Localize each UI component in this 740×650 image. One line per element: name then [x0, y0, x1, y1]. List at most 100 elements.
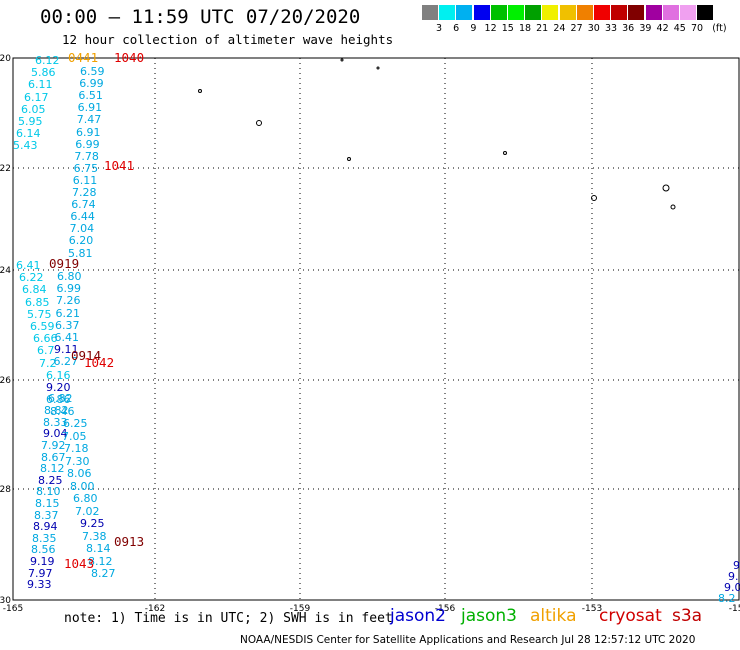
swh-value: 7.2 — [39, 356, 57, 370]
x-tick-label: -159 — [290, 604, 311, 614]
colorbar-label: 24 — [553, 23, 566, 34]
pass-time: 0913 — [114, 534, 145, 549]
swh-value: 6.80 — [57, 270, 82, 283]
swh-value: 6.99 — [75, 137, 100, 151]
island-outline — [347, 157, 351, 161]
satellite-legend-entry: jason2 — [390, 606, 446, 626]
swh-value: 7.26 — [56, 294, 81, 308]
y-tick-label: -28 — [0, 485, 11, 495]
plot-frame — [12, 57, 740, 601]
satellite-legend-entry: cryosat — [599, 606, 662, 626]
swh-value: 6.27 — [53, 355, 79, 369]
satellite-legend-entry: jason3 — [461, 606, 517, 626]
colorbar-swatch — [680, 5, 696, 20]
swh-value: 8.12 — [40, 462, 65, 476]
colorbar-label: 36 — [622, 23, 635, 34]
satellite-legend-entry: altika — [530, 606, 577, 626]
island-outline — [340, 58, 344, 62]
colorbar-swatch — [611, 5, 628, 20]
colorbar-label: 45 — [673, 23, 686, 34]
island-outline — [670, 204, 676, 210]
island-outline — [376, 66, 380, 70]
x-tick-label: -156 — [435, 604, 456, 614]
swh-value: 7.97 — [28, 566, 53, 580]
pass-time: 0441 — [68, 50, 99, 65]
pass-time: 0919 — [49, 256, 80, 271]
swh-value: 6.74 — [71, 198, 96, 212]
swh-value: 8.06 — [67, 467, 92, 480]
colorbar-label: 33 — [604, 23, 618, 34]
colorbar-swatch — [439, 5, 456, 20]
swh-value: 5.75 — [27, 307, 52, 321]
swh-value: 7.18 — [64, 442, 89, 455]
page-title: 00:00 — 11:59 UTC 07/20/2020 — [40, 6, 361, 28]
swh-value: 6.41 — [54, 331, 80, 344]
y-tick-label: -22 — [0, 164, 11, 174]
swh-value: 7.92 — [41, 439, 66, 452]
y-tick-label: -30 — [0, 596, 11, 606]
swh-value: 8.14 — [86, 542, 111, 555]
colorbar-label: 27 — [570, 23, 583, 34]
swh-value: 6.12 — [35, 54, 60, 67]
swh-value: 7.05 — [62, 429, 87, 443]
y-tick-label: -20 — [0, 54, 11, 64]
colorbar-label: 15 — [501, 23, 514, 34]
pass-time: 1043 — [64, 556, 95, 571]
swh-value: 7.30 — [65, 454, 90, 468]
swh-value: 8.27 — [91, 567, 116, 580]
swh-value: 6.16 — [46, 368, 71, 382]
swh-value: 9.25 — [80, 517, 105, 530]
swh-value: 6.84 — [22, 283, 47, 297]
colorbar-swatch — [422, 5, 438, 20]
swh-value: 6.66 — [33, 332, 58, 346]
island-outline — [662, 184, 670, 192]
colorbar-swatch — [628, 5, 645, 20]
island-outline — [256, 120, 262, 126]
swh-value: 6.25 — [63, 417, 88, 430]
swh-value: 6.11 — [28, 78, 53, 92]
swh-value: 6.75 — [73, 161, 99, 175]
colorbar-swatch — [645, 5, 662, 20]
colorbar-label: 18 — [518, 23, 532, 34]
swh-value: 8.46 — [50, 404, 75, 418]
swh-value: 5.86 — [31, 66, 56, 80]
colorbar-swatch — [662, 5, 679, 20]
y-tick-label: -24 — [0, 266, 11, 276]
swh-value: 7.04 — [69, 222, 95, 236]
swh-value: 7.47 — [76, 113, 102, 127]
swh-value: 8.25 — [38, 473, 63, 487]
colorbar-swatch — [594, 5, 610, 20]
colorbar-swatch — [697, 5, 714, 20]
swh-value: 5.43 — [13, 139, 38, 153]
swh-value: 6.37 — [55, 318, 80, 332]
credit-line: NOAA/NESDIS Center for Satellite Applica… — [240, 634, 696, 646]
swh-value: 9.19 — [30, 555, 55, 568]
swh-value: 6.99 — [56, 282, 82, 296]
swh-value: 7.78 — [74, 149, 99, 163]
swh-value: 8.15 — [35, 497, 60, 510]
pass-time: 0914 — [71, 348, 102, 363]
y-tick-label: -26 — [0, 376, 11, 386]
page-subtitle: 12 hour collection of altimeter wave hei… — [62, 32, 394, 47]
swh-value: 8.12 — [88, 554, 113, 568]
swh-value: 6.91 — [76, 125, 101, 139]
swh-value: 6.7 — [37, 344, 55, 358]
swh-value: 9.0 — [724, 581, 740, 594]
swh-value: 8.56 — [31, 543, 56, 557]
colorbar-swatch — [525, 5, 542, 20]
swh-value: 6.99 — [79, 77, 104, 91]
swh-value: 8.37 — [34, 508, 59, 522]
swh-value: 7.38 — [82, 529, 107, 543]
swh-value: 6.59 — [30, 320, 55, 333]
swh-value: 6.21 — [55, 306, 81, 320]
swh-value: 6.22 — [19, 271, 44, 285]
swh-value: 8.10 — [36, 485, 61, 499]
swh-value: 5.95 — [18, 115, 43, 128]
colorbar-unit: (ft) — [712, 23, 727, 34]
swh-value: 8.00 — [70, 479, 95, 493]
colorbar-label: 9 — [470, 23, 477, 34]
swh-value: 7.28 — [72, 186, 97, 199]
swh-value: 8.35 — [32, 531, 57, 545]
colorbar-label: 12 — [484, 23, 497, 34]
